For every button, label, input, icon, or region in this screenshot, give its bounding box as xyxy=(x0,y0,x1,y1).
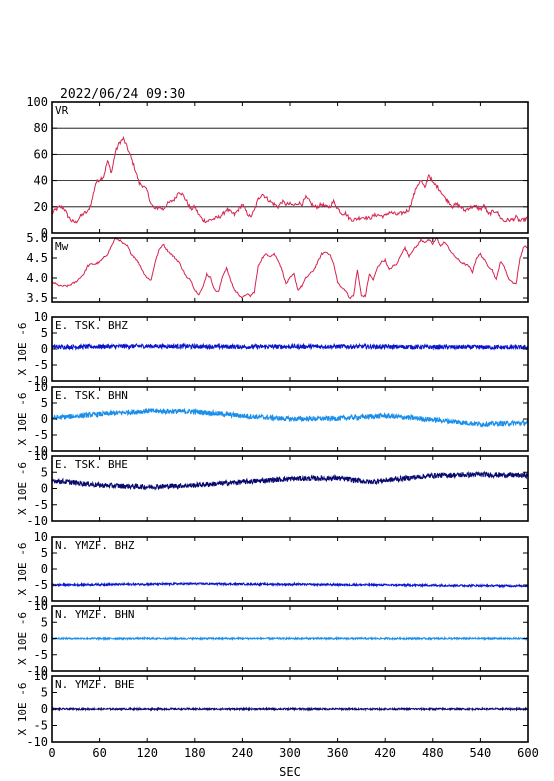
x-axis-label: SEC xyxy=(279,765,301,779)
trace-e-tsk-bhe xyxy=(51,470,529,491)
panel-e-tsk-bhz: -10 -5 0 5 10 E. TSK. BHZ X 10E -6 xyxy=(16,310,529,388)
y-tick-label: 5 xyxy=(41,326,48,340)
y-axis-label: X 10E -6 xyxy=(16,543,29,596)
y-tick-label: -5 xyxy=(34,648,48,662)
panel-frame xyxy=(51,237,529,303)
y-axis-label: X 10E -6 xyxy=(16,612,29,665)
x-tick-label: 600 xyxy=(517,746,539,760)
trace-e-tsk-bhz xyxy=(51,342,529,351)
panel-mw: 3.5 4.0 4.5 5.0 Mw xyxy=(26,231,529,305)
panel-n-ymzf-bhn: -10 -5 0 5 10 N. YMZF. BHN X 10E -6 xyxy=(16,599,529,678)
panel-vr: 0 20 40 60 80 100 VR xyxy=(26,95,529,240)
y-tick-label: 0 xyxy=(41,482,48,496)
x-tick-label: 480 xyxy=(422,746,444,760)
panel-frame xyxy=(51,101,529,234)
panel-n-ymzf-bhz: -10 -5 0 5 10 N. YMZF. BHZ X 10E -6 xyxy=(16,530,529,608)
y-tick-label: -5 xyxy=(34,719,48,733)
y-tick-label: 10 xyxy=(34,530,48,544)
y-tick-label: 5 xyxy=(41,396,48,410)
y-tick-label: -10 xyxy=(26,514,48,528)
y-tick-label: -10 xyxy=(26,594,48,608)
y-tick-label: -10 xyxy=(26,374,48,388)
y-tick-label: -5 xyxy=(34,358,48,372)
y-tick-label: 0 xyxy=(41,702,48,716)
y-tick-label: -10 xyxy=(26,444,48,458)
y-tick-label: 5 xyxy=(41,465,48,479)
y-tick-label: 40 xyxy=(34,174,48,188)
x-tick-label: 360 xyxy=(327,746,349,760)
y-axis-label: X 10E -6 xyxy=(16,393,29,446)
panel-label: E. TSK. BHE xyxy=(55,458,128,471)
y-tick-label: 0 xyxy=(41,342,48,356)
figure-title: 2022/06/24 09:30 xyxy=(60,87,185,102)
y-tick-label: 0 xyxy=(41,632,48,646)
panel-label: Mw xyxy=(55,240,69,253)
y-tick-label: 80 xyxy=(34,121,48,135)
y-axis-label: X 10E -6 xyxy=(16,323,29,376)
y-tick-label: 5 xyxy=(41,686,48,700)
trace-e-tsk-bhn xyxy=(51,407,529,429)
y-tick-label: -5 xyxy=(34,428,48,442)
x-tick-label: 180 xyxy=(184,746,206,760)
panel-label: N. YMZF. BHZ xyxy=(55,539,135,552)
panel-label: VR xyxy=(55,104,69,117)
y-tick-label: 0 xyxy=(41,562,48,576)
y-tick-label: 3.5 xyxy=(26,291,48,305)
y-axis-label: X 10E -6 xyxy=(16,683,29,736)
panels: 020406080100VR3.54.04.55.0Mw-10-50510E. … xyxy=(16,95,529,749)
y-tick-label: 10 xyxy=(34,669,48,683)
panel-label: E. TSK. BHN xyxy=(55,389,128,402)
y-tick-label: 10 xyxy=(34,380,48,394)
y-tick-label: 10 xyxy=(34,449,48,463)
y-tick-label: -5 xyxy=(34,498,48,512)
x-tick-label: 540 xyxy=(470,746,492,760)
panel-label: N. YMZF. BHE xyxy=(55,678,134,691)
y-tick-label: 10 xyxy=(34,599,48,613)
x-tick-label: 240 xyxy=(232,746,254,760)
y-tick-label: 5 xyxy=(41,615,48,629)
y-tick-label: 0 xyxy=(41,226,48,240)
x-tick-label: 420 xyxy=(374,746,396,760)
y-tick-label: 4.5 xyxy=(26,251,48,265)
y-tick-label: 5 xyxy=(41,546,48,560)
x-tick-label: 120 xyxy=(136,746,158,760)
x-tick-label: 0 xyxy=(48,746,55,760)
panel-e-tsk-bhn: -10 -5 0 5 10 E. TSK. BHN X 10E -6 xyxy=(16,380,529,458)
x-axis: 0 60 120 180 240 300 360 420 480 540 600 SEC xyxy=(48,746,538,779)
trace-mw xyxy=(51,237,528,300)
y-tick-label: -10 xyxy=(26,664,48,678)
trace-n-ymzf-bhz xyxy=(51,581,529,589)
panel-e-tsk-bhe: -10 -5 0 5 10 E. TSK. BHE X 10E -6 xyxy=(16,449,529,528)
y-axis-label: X 10E -6 xyxy=(16,462,29,515)
x-tick-label: 300 xyxy=(279,746,301,760)
panel-label: E. TSK. BHZ xyxy=(55,319,128,332)
y-tick-label: 60 xyxy=(34,147,48,161)
y-tick-label: 10 xyxy=(34,310,48,324)
y-tick-label: -10 xyxy=(26,735,48,749)
panel-n-ymzf-bhe: -10 -5 0 5 10 N. YMZF. BHE X 10E -6 xyxy=(16,669,529,749)
x-tick-label: 60 xyxy=(92,746,106,760)
trace-vr xyxy=(51,135,528,224)
y-tick-label: 0 xyxy=(41,412,48,426)
y-tick-label: 100 xyxy=(26,95,48,109)
trace-n-ymzf-bhn xyxy=(51,635,529,642)
y-tick-label: -5 xyxy=(34,578,48,592)
y-tick-label: 5.0 xyxy=(26,231,48,245)
y-tick-label: 4.0 xyxy=(26,271,48,285)
panel-label: N. YMZF. BHN xyxy=(55,608,134,621)
y-tick-label: 20 xyxy=(34,200,48,214)
trace-n-ymzf-bhe xyxy=(51,706,529,712)
